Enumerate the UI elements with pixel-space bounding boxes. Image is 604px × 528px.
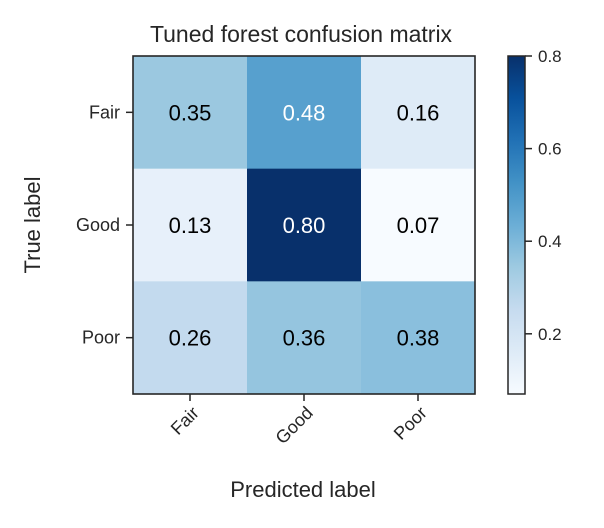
x-axis-label: Predicted label	[230, 477, 376, 502]
colorbar-tick-label: 0.2	[538, 325, 562, 344]
cell-value-label: 0.80	[283, 213, 326, 238]
heatmap-cell	[361, 56, 476, 170]
cell-value-label: 0.36	[283, 326, 326, 351]
cell-value-label: 0.07	[397, 213, 440, 238]
x-tick-label: Poor	[390, 403, 431, 444]
chart-title: Tuned forest confusion matrix	[150, 21, 453, 47]
colorbar-tick-label: 0.6	[538, 140, 562, 159]
cell-value-label: 0.48	[283, 100, 326, 125]
x-axis: Fair Good Poor	[167, 394, 431, 448]
heatmap-cells: 0.35 0.48 0.16 0.13 0.80 0.07 0.26 0.36 0.38	[133, 56, 476, 395]
colorbar-tick-label: 0.8	[538, 47, 562, 66]
heatmap-cell	[361, 168, 476, 282]
y-axis: Fair Good Poor	[76, 102, 133, 348]
colorbar-gradient	[507, 55, 526, 395]
heatmap-cell	[247, 281, 362, 395]
heatmap-cell	[247, 56, 362, 170]
y-tick-label: Poor	[82, 328, 120, 348]
x-tick-label: Good	[272, 403, 317, 448]
cell-value-label: 0.38	[397, 326, 440, 351]
y-tick-label: Good	[76, 215, 120, 235]
x-tick-label: Fair	[167, 403, 203, 439]
cell-value-label: 0.13	[169, 213, 212, 238]
heatmap-cell	[133, 168, 248, 282]
cell-value-label: 0.35	[169, 100, 212, 125]
heatmap-cell	[361, 281, 476, 395]
cell-value-label: 0.16	[397, 100, 440, 125]
cell-value-label: 0.26	[169, 326, 212, 351]
colorbar: 0.2 0.4 0.6 0.8	[507, 47, 562, 395]
heatmap-cell	[247, 168, 362, 282]
colorbar-tick-label: 0.4	[538, 232, 562, 251]
y-tick-label: Fair	[89, 102, 120, 122]
heatmap-cell	[133, 56, 248, 170]
y-axis-label: True label	[20, 176, 45, 273]
heatmap-cell	[133, 281, 248, 395]
